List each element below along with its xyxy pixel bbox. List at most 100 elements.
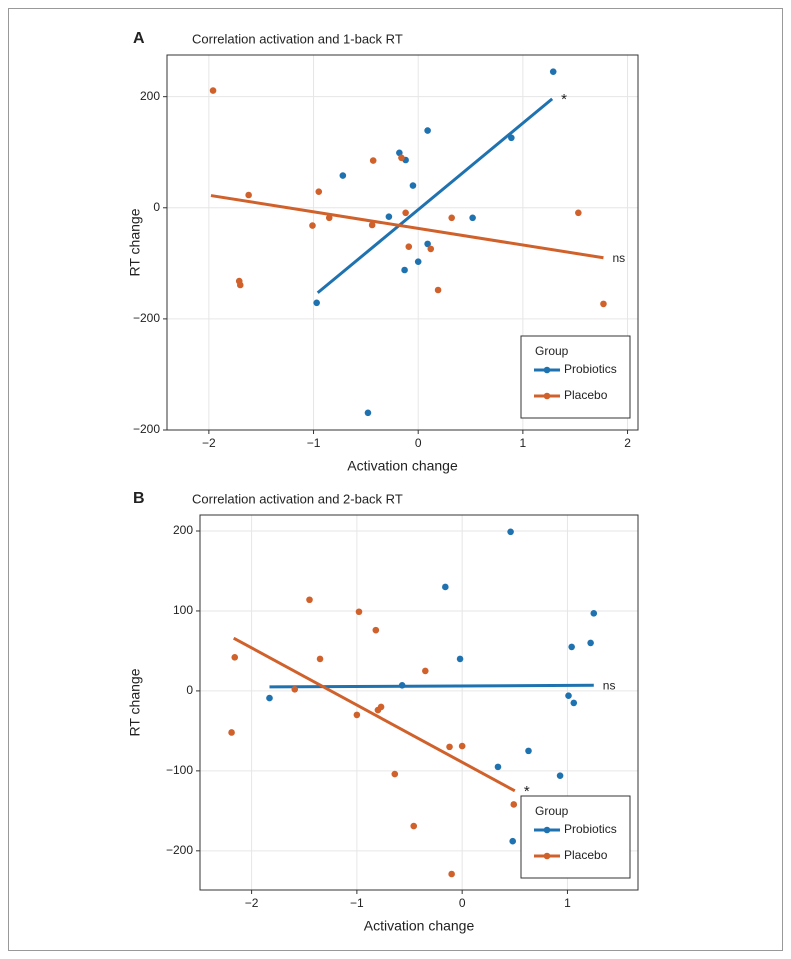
legend-swatch-dot xyxy=(543,392,551,400)
fit-line xyxy=(316,97,554,294)
y-tick-label: −200 xyxy=(166,843,193,857)
data-point xyxy=(456,655,464,663)
x-axis-label: Activation change xyxy=(347,458,458,474)
data-point xyxy=(209,87,217,94)
data-point xyxy=(236,281,244,289)
panel-label: A xyxy=(133,30,145,47)
y-axis-label: RT change xyxy=(127,668,143,736)
data-point xyxy=(309,222,316,229)
data-point xyxy=(565,692,572,700)
legend-label: Placebo xyxy=(564,388,608,402)
data-point xyxy=(325,214,333,222)
legend-box xyxy=(520,335,631,419)
legend-box xyxy=(520,795,631,879)
data-point xyxy=(353,711,361,719)
data-point xyxy=(405,243,413,250)
data-point xyxy=(510,801,518,808)
figure-frame xyxy=(8,8,783,951)
data-point xyxy=(409,182,417,189)
data-point xyxy=(364,409,372,417)
data-point xyxy=(369,157,377,164)
data-point xyxy=(410,822,418,830)
data-point xyxy=(315,188,323,195)
chart-title: Correlation activation and 2-back RT xyxy=(192,491,403,506)
data-point xyxy=(442,583,449,591)
data-point xyxy=(556,772,564,779)
data-point xyxy=(570,699,578,707)
data-point xyxy=(402,209,409,217)
chart-title: Correlation activation and 1-back RT xyxy=(192,31,403,46)
legend-title: Group xyxy=(535,344,569,358)
legend-label: Placebo xyxy=(564,848,608,862)
x-tick-label: 1 xyxy=(520,436,527,450)
data-point xyxy=(494,763,502,771)
data-point xyxy=(266,694,273,702)
y-tick-label: 0 xyxy=(186,683,193,697)
x-tick-label: 0 xyxy=(415,436,422,450)
y-tick-label: −100 xyxy=(166,763,193,777)
data-point xyxy=(568,643,575,651)
fit-line xyxy=(232,636,516,793)
data-point xyxy=(448,870,455,878)
y-tick-label: 200 xyxy=(140,89,160,103)
data-point xyxy=(549,68,557,75)
legend-label: Probiotics xyxy=(564,362,617,376)
data-point xyxy=(306,596,313,604)
data-point xyxy=(509,837,517,845)
y-tick-label: −200 xyxy=(133,311,160,325)
data-point xyxy=(401,266,408,274)
data-point xyxy=(228,729,235,736)
fit-line xyxy=(210,194,604,260)
y-tick-label: 100 xyxy=(173,603,193,617)
x-tick-label: 0 xyxy=(459,896,466,910)
data-point xyxy=(525,747,532,755)
data-point xyxy=(245,191,252,199)
data-point xyxy=(600,300,607,308)
data-point xyxy=(424,240,431,248)
data-point xyxy=(368,221,376,229)
data-point xyxy=(427,245,435,253)
legend-swatch-dot xyxy=(543,366,551,374)
y-tick-label: −200 xyxy=(133,422,160,436)
x-tick-label: 1 xyxy=(564,896,571,910)
x-tick-label: −1 xyxy=(350,896,364,910)
plot-frame xyxy=(199,514,639,891)
legend-title: Group xyxy=(535,804,569,818)
significance-label: ns xyxy=(612,251,625,265)
y-tick-label: 200 xyxy=(173,523,193,537)
x-axis-label: Activation change xyxy=(364,918,475,934)
data-point xyxy=(448,214,455,222)
significance-label: ns xyxy=(603,678,616,692)
significance-label: * xyxy=(524,783,530,800)
data-point xyxy=(424,127,431,134)
data-point xyxy=(446,743,453,751)
data-point xyxy=(377,703,385,711)
x-tick-label: −1 xyxy=(307,436,321,450)
data-point xyxy=(434,286,442,294)
legend-swatch-dot xyxy=(543,852,551,860)
data-point xyxy=(508,134,515,142)
x-tick-label: −2 xyxy=(202,436,216,450)
data-point xyxy=(291,686,299,693)
data-point xyxy=(587,639,594,647)
data-point xyxy=(372,626,380,634)
legend-label: Probiotics xyxy=(564,822,617,836)
data-point xyxy=(575,209,582,217)
x-tick-label: 2 xyxy=(624,436,631,450)
x-tick-label: −2 xyxy=(245,896,259,910)
data-point xyxy=(355,608,363,616)
data-point xyxy=(422,667,429,675)
data-point xyxy=(313,299,320,307)
data-point xyxy=(391,770,399,778)
data-point xyxy=(414,258,422,265)
y-axis-label: RT change xyxy=(127,208,143,276)
plot-frame xyxy=(166,54,639,431)
data-point xyxy=(590,610,598,617)
legend-swatch-dot xyxy=(543,826,551,834)
data-point xyxy=(507,528,514,536)
data-point xyxy=(231,654,239,661)
data-point xyxy=(396,149,403,157)
data-point xyxy=(339,172,347,179)
data-point xyxy=(469,214,476,222)
